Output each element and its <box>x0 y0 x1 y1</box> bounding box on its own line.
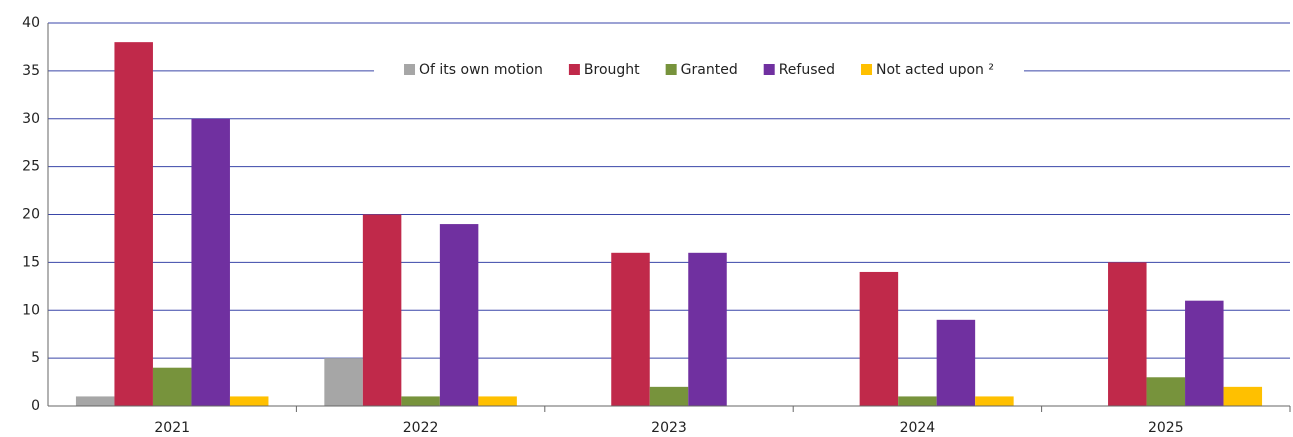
x-tick-label: 2023 <box>651 420 687 436</box>
bar <box>649 386 689 406</box>
bar <box>898 396 937 406</box>
y-tick-label: 30 <box>22 111 40 127</box>
bar <box>114 42 153 407</box>
bar <box>191 118 230 406</box>
y-tick-label: 10 <box>22 302 40 318</box>
bar <box>324 358 363 406</box>
bar <box>439 224 479 406</box>
bar <box>936 319 976 406</box>
bar <box>859 271 899 406</box>
y-tick-label: 5 <box>31 350 40 366</box>
bar <box>1185 300 1224 406</box>
bar <box>478 396 517 406</box>
y-tick-label: 15 <box>22 254 40 270</box>
legend-swatch <box>861 64 873 75</box>
bar <box>975 396 1014 406</box>
bar <box>75 396 115 406</box>
y-tick-label: 25 <box>22 159 40 175</box>
legend-label: Refused <box>779 62 835 78</box>
legend-label: Granted <box>681 62 738 78</box>
legend-label: Of its own motion <box>419 62 543 78</box>
x-tick-label: 2021 <box>154 420 190 436</box>
legend-swatch <box>404 64 416 75</box>
y-tick-label: 0 <box>31 398 40 414</box>
legend-swatch <box>763 64 775 75</box>
bar <box>1108 262 1147 406</box>
bar <box>688 252 727 406</box>
bar <box>152 367 192 406</box>
y-tick-label: 35 <box>22 63 40 79</box>
bar <box>229 396 269 406</box>
legend-swatch <box>665 64 677 75</box>
bar <box>611 252 650 406</box>
bar <box>1146 377 1186 406</box>
y-tick-label: 20 <box>22 207 40 223</box>
y-tick-label: 40 <box>22 15 40 31</box>
x-tick-label: 2024 <box>900 420 936 436</box>
legend-background <box>374 55 1024 85</box>
legend-label: Brought <box>584 62 640 78</box>
legend-swatch <box>568 64 580 75</box>
legend-label: Not acted upon ² <box>876 62 994 78</box>
bar <box>362 214 402 406</box>
bar <box>401 396 440 406</box>
legend: Of its own motion Brought Granted Refused No… <box>404 62 994 78</box>
x-tick-label: 2022 <box>403 420 439 436</box>
x-tick-label: 2025 <box>1148 420 1184 436</box>
bar <box>1223 386 1263 406</box>
